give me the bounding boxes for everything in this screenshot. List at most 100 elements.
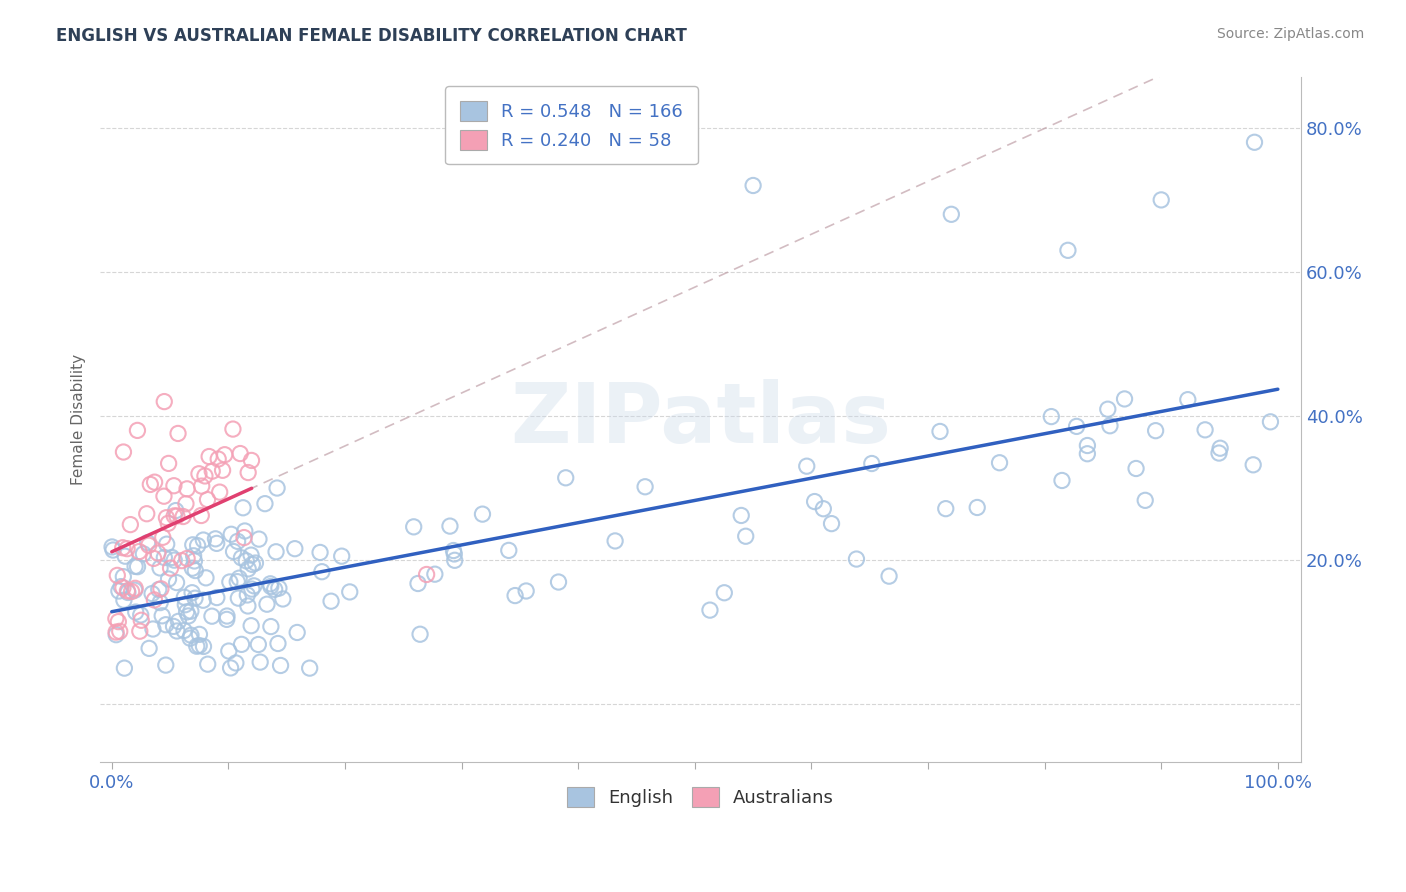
Point <box>311 565 333 579</box>
Point <box>163 553 186 567</box>
Point <box>813 501 835 516</box>
Point <box>233 531 256 545</box>
Point <box>201 609 224 624</box>
Point <box>238 562 260 576</box>
Point <box>114 549 136 564</box>
Point <box>128 544 150 558</box>
Point <box>226 534 249 549</box>
Point <box>153 394 176 409</box>
Point <box>330 549 353 563</box>
Point <box>1243 135 1265 149</box>
Point <box>136 535 159 549</box>
Point <box>179 631 201 645</box>
Point <box>443 543 465 558</box>
Point <box>319 594 342 608</box>
Point <box>238 466 260 480</box>
Point <box>929 425 952 439</box>
Point <box>225 656 247 670</box>
Point <box>267 636 290 650</box>
Point <box>339 585 361 599</box>
Point <box>155 658 177 673</box>
Point <box>207 452 229 467</box>
Point <box>187 539 209 553</box>
Point <box>226 574 249 589</box>
Point <box>256 597 278 611</box>
Point <box>104 611 127 625</box>
Point <box>1208 446 1230 460</box>
Point <box>204 532 226 546</box>
Point <box>166 508 188 523</box>
Point <box>803 494 825 508</box>
Point <box>148 582 170 597</box>
Point <box>243 579 266 593</box>
Point <box>173 591 195 605</box>
Text: Source: ZipAtlas.com: Source: ZipAtlas.com <box>1216 27 1364 41</box>
Point <box>112 570 135 584</box>
Point <box>554 471 576 485</box>
Point <box>298 661 321 675</box>
Point <box>214 448 236 462</box>
Point <box>713 586 735 600</box>
Point <box>142 622 165 636</box>
Point <box>112 661 135 675</box>
Point <box>129 613 152 627</box>
Y-axis label: Female Disability: Female Disability <box>72 354 86 485</box>
Point <box>128 624 150 639</box>
Point <box>1057 244 1080 258</box>
Point <box>1114 392 1136 406</box>
Point <box>240 558 263 572</box>
Point <box>150 608 173 623</box>
Point <box>105 625 128 640</box>
Point <box>188 639 211 653</box>
Point <box>101 543 124 558</box>
Point <box>176 605 198 619</box>
Point <box>159 561 181 575</box>
Point <box>139 477 162 491</box>
Point <box>143 475 166 490</box>
Point <box>253 497 276 511</box>
Point <box>191 593 214 607</box>
Point <box>796 459 818 474</box>
Point <box>742 178 765 193</box>
Point <box>271 591 294 606</box>
Point <box>174 598 197 612</box>
Point <box>124 582 146 596</box>
Point <box>218 574 240 589</box>
Point <box>172 509 194 524</box>
Point <box>105 628 128 642</box>
Point <box>1194 423 1216 437</box>
Point <box>1076 447 1098 461</box>
Point <box>183 554 205 568</box>
Point <box>988 456 1011 470</box>
Point <box>197 657 219 672</box>
Point <box>247 532 270 546</box>
Point <box>143 593 166 607</box>
Point <box>176 482 198 496</box>
Point <box>228 591 250 606</box>
Point <box>108 584 131 599</box>
Point <box>215 612 238 626</box>
Point <box>125 605 148 619</box>
Point <box>121 584 143 599</box>
Point <box>1241 458 1264 472</box>
Point <box>406 576 429 591</box>
Text: ENGLISH VS AUSTRALIAN FEMALE DISABILITY CORRELATION CHART: ENGLISH VS AUSTRALIAN FEMALE DISABILITY … <box>56 27 688 45</box>
Point <box>222 422 245 436</box>
Point <box>941 207 963 221</box>
Point <box>184 591 207 606</box>
Point <box>1209 441 1232 455</box>
Point <box>218 644 240 658</box>
Point <box>177 609 200 624</box>
Point <box>149 596 172 610</box>
Point <box>249 655 271 669</box>
Point <box>215 609 238 624</box>
Point <box>132 547 155 561</box>
Point <box>1135 493 1157 508</box>
Point <box>184 564 207 578</box>
Point <box>409 627 432 641</box>
Point <box>935 501 957 516</box>
Point <box>259 577 281 591</box>
Point <box>157 516 180 531</box>
Point <box>1066 419 1088 434</box>
Point <box>634 480 657 494</box>
